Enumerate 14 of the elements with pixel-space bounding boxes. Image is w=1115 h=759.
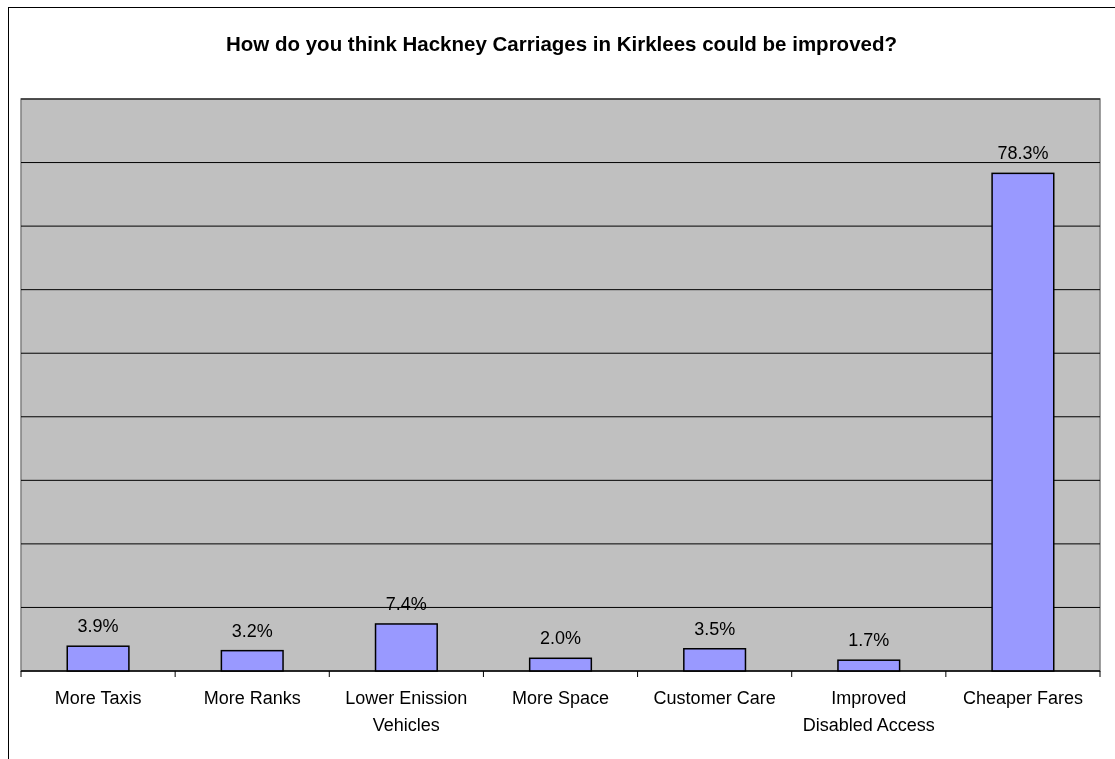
data-label: 2.0% [539, 628, 582, 649]
data-label: 78.3% [997, 143, 1049, 164]
data-label: 3.5% [694, 618, 736, 639]
x-tick-label: More Space [511, 688, 610, 708]
chart-title: How do you think Hackney Carriages in Kirklees could be improved? [226, 32, 897, 55]
x-tick-label: More Ranks [203, 688, 301, 708]
data-label: 3.2% [231, 620, 273, 641]
x-tick-label: Cheaper Fares [962, 688, 1083, 708]
data-label: 1.7% [848, 630, 890, 651]
x-tick-label: Lower Enission Vehicles [345, 688, 468, 735]
data-label: 3.9% [77, 616, 119, 637]
x-tick-label: Customer Care [653, 688, 776, 708]
x-tick-label: More Taxis [54, 688, 142, 708]
x-tick-label: Improved Disabled Access [802, 688, 935, 735]
